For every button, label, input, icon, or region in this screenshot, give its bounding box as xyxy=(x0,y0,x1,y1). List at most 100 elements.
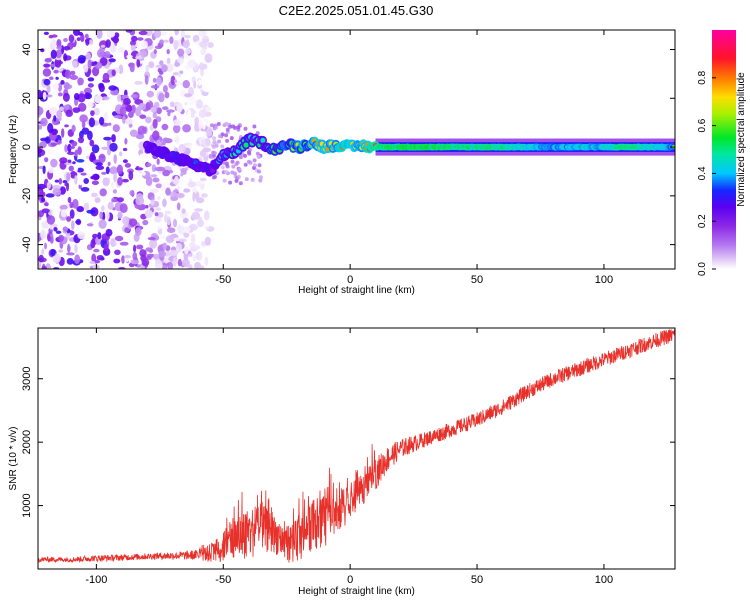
noise-blob xyxy=(167,111,171,117)
x-tick-label: -50 xyxy=(215,274,231,286)
noise-blob xyxy=(60,209,67,218)
y-tick-label: -40 xyxy=(21,237,33,253)
noise-blob xyxy=(93,107,100,116)
noise-blob xyxy=(158,250,166,258)
noise-blob xyxy=(55,230,62,234)
noise-blob xyxy=(234,178,239,183)
noise-blob xyxy=(111,198,118,203)
noise-blob xyxy=(88,117,95,128)
noise-blob xyxy=(67,243,71,254)
noise-blob xyxy=(40,48,45,53)
noise-blob xyxy=(216,122,221,126)
noise-blob xyxy=(64,124,69,128)
noise-blob xyxy=(51,38,57,49)
noise-blob xyxy=(135,133,145,140)
noise-blob xyxy=(52,83,59,90)
noise-blob xyxy=(153,101,160,109)
noise-blob xyxy=(194,208,204,212)
noise-blob xyxy=(66,258,74,265)
figure-title: C2E2.2025.051.01.45.G30 xyxy=(279,3,434,18)
noise-blob xyxy=(141,258,150,267)
noise-blob xyxy=(69,202,74,209)
noise-blob xyxy=(96,49,105,58)
noise-blob xyxy=(96,30,103,39)
noise-blob xyxy=(46,84,51,94)
noise-blob xyxy=(103,243,109,252)
noise-blob xyxy=(125,30,133,33)
noise-blob xyxy=(129,190,135,196)
noise-blob xyxy=(122,216,130,226)
noise-blob xyxy=(69,146,76,149)
noise-blob xyxy=(45,94,53,98)
noise-blob xyxy=(59,106,64,112)
noise-blob xyxy=(145,247,153,252)
noise-blob xyxy=(50,49,57,59)
noise-blob xyxy=(145,64,149,73)
noise-blob xyxy=(134,81,143,85)
noise-blob xyxy=(103,111,109,122)
noise-blob xyxy=(38,254,44,263)
noise-blob xyxy=(87,77,95,82)
noise-blob xyxy=(113,154,117,164)
noise-blob xyxy=(41,266,47,269)
noise-blob xyxy=(44,202,49,207)
noise-blob xyxy=(101,171,107,175)
noise-blob xyxy=(102,211,106,221)
noise-blob xyxy=(50,158,58,168)
noise-blob xyxy=(200,177,207,182)
noise-blob xyxy=(89,139,95,147)
noise-blob xyxy=(80,33,85,43)
noise-blob xyxy=(153,49,157,55)
tone-cell xyxy=(243,142,249,148)
noise-blob xyxy=(150,174,158,178)
noise-blob xyxy=(150,85,160,89)
noise-blob xyxy=(114,249,121,255)
noise-blob xyxy=(56,110,63,119)
noise-blob xyxy=(193,92,200,100)
noise-blob xyxy=(243,126,248,131)
noise-blob xyxy=(198,120,203,130)
noise-blob xyxy=(156,225,162,230)
noise-blob xyxy=(152,77,157,83)
noise-blob xyxy=(80,172,87,176)
noise-blob xyxy=(201,241,206,246)
noise-blob xyxy=(121,178,129,183)
noise-blob xyxy=(248,160,253,165)
noise-blob xyxy=(182,124,192,133)
noise-blob xyxy=(68,34,75,43)
noise-blob xyxy=(85,52,91,61)
noise-blob xyxy=(140,249,145,254)
noise-blob xyxy=(98,153,106,163)
noise-blob xyxy=(40,229,47,240)
noise-blob xyxy=(135,107,141,117)
noise-blob xyxy=(169,249,179,257)
noise-blob xyxy=(78,31,83,36)
noise-blob xyxy=(144,209,153,219)
noise-blob xyxy=(112,189,117,194)
noise-blob xyxy=(196,251,203,261)
noise-blob xyxy=(89,265,94,269)
noise-blob xyxy=(192,254,196,262)
noise-blob xyxy=(77,146,82,156)
noise-blob xyxy=(94,197,101,204)
noise-blob xyxy=(49,76,54,81)
noise-blob xyxy=(84,33,89,39)
noise-blob xyxy=(70,70,76,76)
noise-blob xyxy=(102,72,110,83)
noise-blob xyxy=(178,144,187,153)
noise-blob xyxy=(238,155,243,160)
noise-blob xyxy=(62,226,68,232)
noise-blob xyxy=(59,157,68,164)
noise-blob xyxy=(184,93,192,98)
noise-blob xyxy=(116,164,123,175)
noise-blob xyxy=(136,244,144,250)
noise-blob xyxy=(172,256,177,267)
noise-blob xyxy=(105,39,111,48)
noise-blob xyxy=(53,69,59,74)
noise-blob xyxy=(57,92,63,97)
noise-blob xyxy=(71,141,78,147)
noise-blob xyxy=(243,153,247,158)
noise-blob xyxy=(228,180,233,185)
noise-blob xyxy=(93,61,98,65)
noise-blob xyxy=(167,261,174,269)
